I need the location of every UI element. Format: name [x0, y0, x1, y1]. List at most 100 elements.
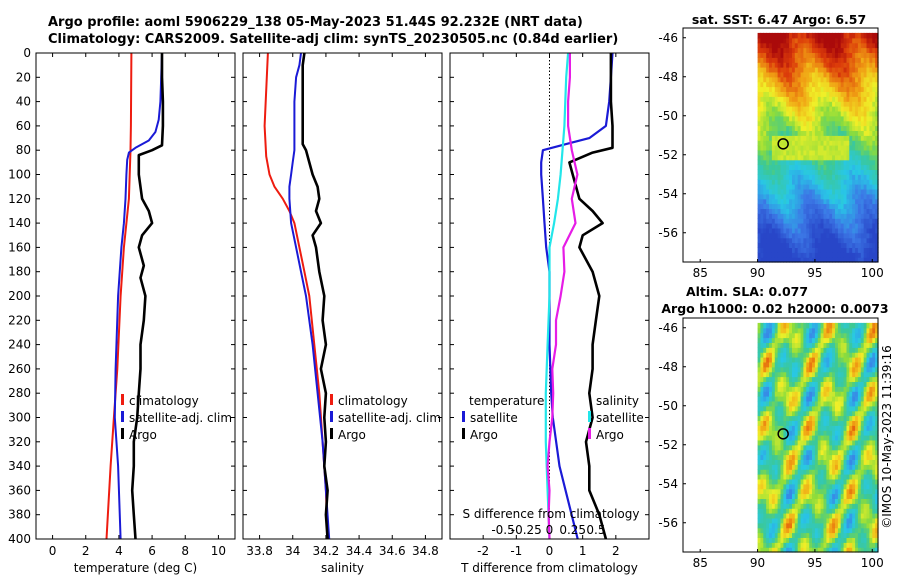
map-cell: [857, 203, 862, 209]
map-cell: [843, 449, 848, 456]
map-cell: [783, 420, 787, 426]
map-cell: [875, 537, 879, 543]
map-cell: [823, 76, 827, 83]
map-cell: [857, 376, 862, 382]
map-cell: [855, 547, 859, 553]
map-cell: [837, 174, 842, 180]
map-cell: [849, 517, 853, 524]
map-cell: [812, 425, 816, 431]
map-cell: [857, 542, 862, 548]
map-cell: [837, 415, 842, 421]
map-cell: [872, 223, 876, 229]
map-cell: [863, 140, 868, 146]
map-cell: [797, 347, 802, 353]
map-cell: [809, 110, 813, 117]
map-cell: [872, 469, 876, 475]
map-cell: [800, 459, 805, 465]
map-cell: [780, 400, 784, 407]
map-cell: [809, 198, 813, 205]
map-cell: [794, 420, 799, 426]
map-cell: [863, 478, 868, 485]
map-cell: [875, 257, 879, 263]
map-cell: [792, 242, 796, 248]
map-cell: [832, 420, 836, 426]
map-cell: [852, 223, 856, 229]
map-cell: [763, 223, 767, 229]
map-cell: [812, 478, 816, 485]
map-cell: [832, 322, 836, 329]
map-cell: [855, 425, 859, 431]
map-cell: [829, 410, 833, 417]
map-cell: [792, 488, 796, 495]
map-cell: [792, 135, 796, 141]
map-cell: [769, 488, 773, 495]
map-cell: [760, 386, 764, 392]
map-cell: [806, 208, 810, 214]
map-cell: [835, 396, 839, 402]
map-cell: [823, 337, 827, 343]
map-cell: [794, 257, 799, 263]
map-cell: [763, 474, 767, 480]
map-cell: [789, 405, 793, 412]
map-cell: [794, 42, 799, 49]
map-cell: [835, 125, 839, 131]
map-cell: [789, 179, 793, 185]
map-cell: [789, 120, 793, 127]
map-cell: [832, 522, 836, 529]
map-cell: [783, 252, 787, 258]
map-cell: [794, 391, 799, 397]
map-cell: [832, 332, 836, 339]
map-cell: [757, 218, 762, 224]
map-cell: [771, 332, 776, 339]
map-cell: [800, 361, 805, 368]
map-cell: [812, 110, 816, 117]
map-cell: [812, 76, 816, 83]
map-cell: [835, 247, 839, 253]
map-cell: [829, 439, 833, 446]
map-cell: [832, 527, 836, 534]
map-cell: [803, 430, 807, 436]
map-cell: [869, 542, 873, 548]
map-cell: [809, 71, 813, 78]
map-cell: [763, 439, 767, 446]
map-cell: [857, 232, 862, 239]
map-cell: [846, 459, 850, 465]
map-cell: [786, 435, 790, 441]
map-cell: [829, 371, 833, 378]
map-cell: [797, 252, 802, 258]
map-cell: [771, 522, 776, 529]
map-cell: [777, 478, 782, 485]
map-cell: [846, 361, 850, 368]
map-cell: [794, 474, 799, 480]
map-cell: [780, 198, 784, 205]
map-cell: [792, 115, 796, 122]
map-cell: [869, 37, 873, 44]
map-cell: [875, 361, 879, 368]
map-cell: [837, 513, 842, 519]
map-cell: [812, 508, 816, 514]
map-cell: [792, 513, 796, 519]
map-cell: [826, 405, 830, 412]
map-cell: [820, 130, 825, 136]
map-cell: [872, 478, 876, 485]
map-cell: [863, 400, 868, 407]
map-cell: [789, 337, 793, 343]
map-cell: [869, 67, 873, 73]
map-cell: [843, 366, 848, 373]
map-cell: [792, 213, 796, 219]
map-cell: [849, 435, 853, 441]
map-cell: [814, 149, 819, 156]
map-cell: [846, 464, 850, 470]
map-cell: [789, 366, 793, 373]
map-cell: [766, 203, 770, 209]
map-cell: [857, 62, 862, 68]
map-cell: [771, 120, 776, 127]
map-cell: [826, 169, 830, 175]
map-cell: [829, 322, 833, 329]
map-cell: [875, 223, 879, 229]
diff-x2-tick-label: 0.25: [559, 523, 586, 537]
map-cell: [872, 493, 876, 499]
map-cell: [875, 145, 879, 151]
map-cell: [843, 130, 848, 136]
map-cell: [846, 213, 850, 219]
